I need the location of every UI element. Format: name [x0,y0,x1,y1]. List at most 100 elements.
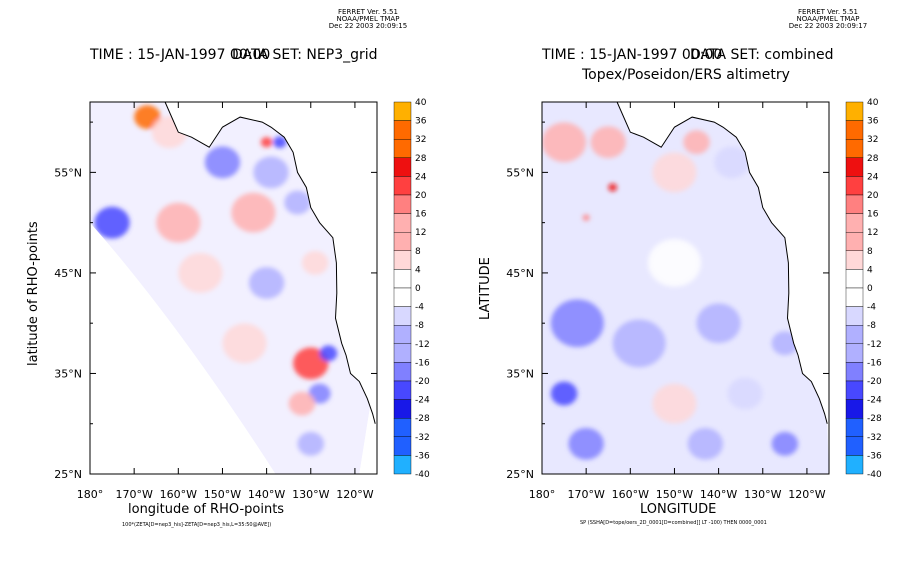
colorbar-cell [845,213,864,233]
anomaly-blob [288,391,316,416]
colorbar-tick-label: 40 [415,98,427,108]
coastline [164,101,376,424]
x-tick-label: 120°W [788,488,825,501]
colorbar-tick-label: 8 [415,247,421,257]
colorbar-tick-label: -8 [415,321,424,331]
colorbar-tick-label: -36 [867,451,882,461]
colorbar-tick-label: -32 [415,433,430,443]
anomaly-blob [771,431,799,456]
anomaly-blob [647,239,701,287]
x-tick-label: 120°W [336,488,373,501]
anomaly-blob [696,303,741,344]
anomaly-blob [301,250,329,275]
colorbar-tick-label: 20 [867,191,879,201]
colorbar-tick-label: -24 [415,396,430,406]
left-footer: 100*(ZETA[D=nep3_his]-ZETA[D=nep3_his,L=… [122,522,272,528]
plot-frame [541,101,830,475]
colorbar-cell [845,343,864,363]
anomaly-blob [178,253,223,293]
colorbar-tick-label: 4 [415,265,421,275]
y-tick-label: 55°N [54,166,82,179]
anomaly-blob [248,267,285,299]
colorbar-cell [845,176,864,196]
header-line: NOAA/PMEL TMAP [796,15,860,23]
colorbar-tick-label: -4 [415,303,424,313]
anomaly-blob [683,130,710,155]
colorbar-cell [845,269,864,289]
colorbar-tick-label: -28 [415,414,430,424]
right-dataset-subtitle: Topex/Poseidon/ERS altimetry [582,67,790,83]
colorbar-tick-label: 28 [867,154,879,164]
anomaly-blob [714,146,750,179]
colorbar-tick-label: 24 [415,172,427,182]
x-tick-label: 160°W [612,488,649,501]
anomaly-blob [284,190,311,215]
left-ferret-header: FERRET Ver. 5.51 NOAA/PMEL TMAP Dec 22 2… [308,9,428,30]
ocean-domain [542,102,829,474]
anomaly-blob [273,136,287,149]
header-line: Dec 22 2003 20:09:17 [788,22,868,30]
x-tick-label: 170°W [115,488,152,501]
y-tick-label: 25°N [54,468,82,481]
right-x-axis-label: LONGITUDE [640,502,717,517]
land-mask [617,102,829,474]
x-tick-label: 180° [77,488,104,501]
anomaly-blob [94,206,130,239]
colorbar-tick-label: -4 [867,303,876,313]
colorbar-tick-label: 8 [867,247,873,257]
colorbar-cell [845,455,864,475]
y-tick-label: 35°N [54,367,82,380]
x-tick-label: 140°W [700,488,737,501]
x-tick-label: 180° [529,488,556,501]
colorbar-tick-label: -12 [415,340,430,350]
anomaly-blob [156,202,201,243]
colorbar-tick-label: -28 [867,414,882,424]
y-tick-label: 35°N [506,367,534,380]
header-line: Dec 22 2003 20:09:15 [328,22,408,30]
coastline [616,101,828,424]
anomaly-blob [308,383,331,404]
right-dataset-title: DATA SET: combined [690,47,834,63]
anomaly-blob [204,146,241,179]
colorbar-tick-label: -20 [415,377,430,387]
y-tick-label: 25°N [506,468,534,481]
colorbar-cell [845,120,864,140]
colorbar-cell [845,138,864,158]
anomaly-blob [608,183,618,192]
y-tick-label: 45°N [506,267,534,280]
colorbar-cell [845,418,864,438]
anomaly-blob [590,126,626,159]
y-tick-label: 55°N [506,166,534,179]
header-line: NOAA/PMEL TMAP [336,15,400,23]
anomaly-blob [727,377,763,410]
left-x-axis-label: longitude of RHO-points [128,502,285,517]
x-tick-label: 150°W [656,488,693,501]
colorbar-cell [845,325,864,345]
colorbar: 4036322824201612840-4-8-12-16-20-24-28-3… [393,98,430,480]
colorbar-cell [845,157,864,177]
colorbar-tick-label: 40 [867,98,879,108]
colorbar-tick-label: 4 [867,265,873,275]
colorbar-cell [845,399,864,419]
x-tick-label: 150°W [204,488,241,501]
anomaly-blob [134,105,161,130]
header-line: FERRET Ver. 5.51 [798,8,858,16]
anomaly-blob [652,152,697,193]
colorbar-tick-label: -8 [867,321,876,331]
colorbar-cell [845,101,864,121]
anomaly-blob [771,331,799,356]
left-time-title: TIME : 15-JAN-1997 00:00 [90,47,271,63]
right-footer: SP (SSHA[D=tope/oers_2D_0001[D=combined]… [580,520,767,526]
left-dataset-title: DATA SET: NEP3_grid [232,47,378,63]
x-tick-label: 140°W [248,488,285,501]
anomaly-blob [293,347,329,380]
colorbar-cell [845,250,864,270]
anomaly-blob [222,323,267,364]
colorbar-tick-label: 36 [415,117,427,127]
colorbar-cell [845,194,864,214]
colorbar-cell [845,436,864,456]
anomaly-blob [568,427,604,460]
colorbar-tick-label: 0 [867,284,873,294]
colorbar-tick-label: 32 [867,135,878,145]
